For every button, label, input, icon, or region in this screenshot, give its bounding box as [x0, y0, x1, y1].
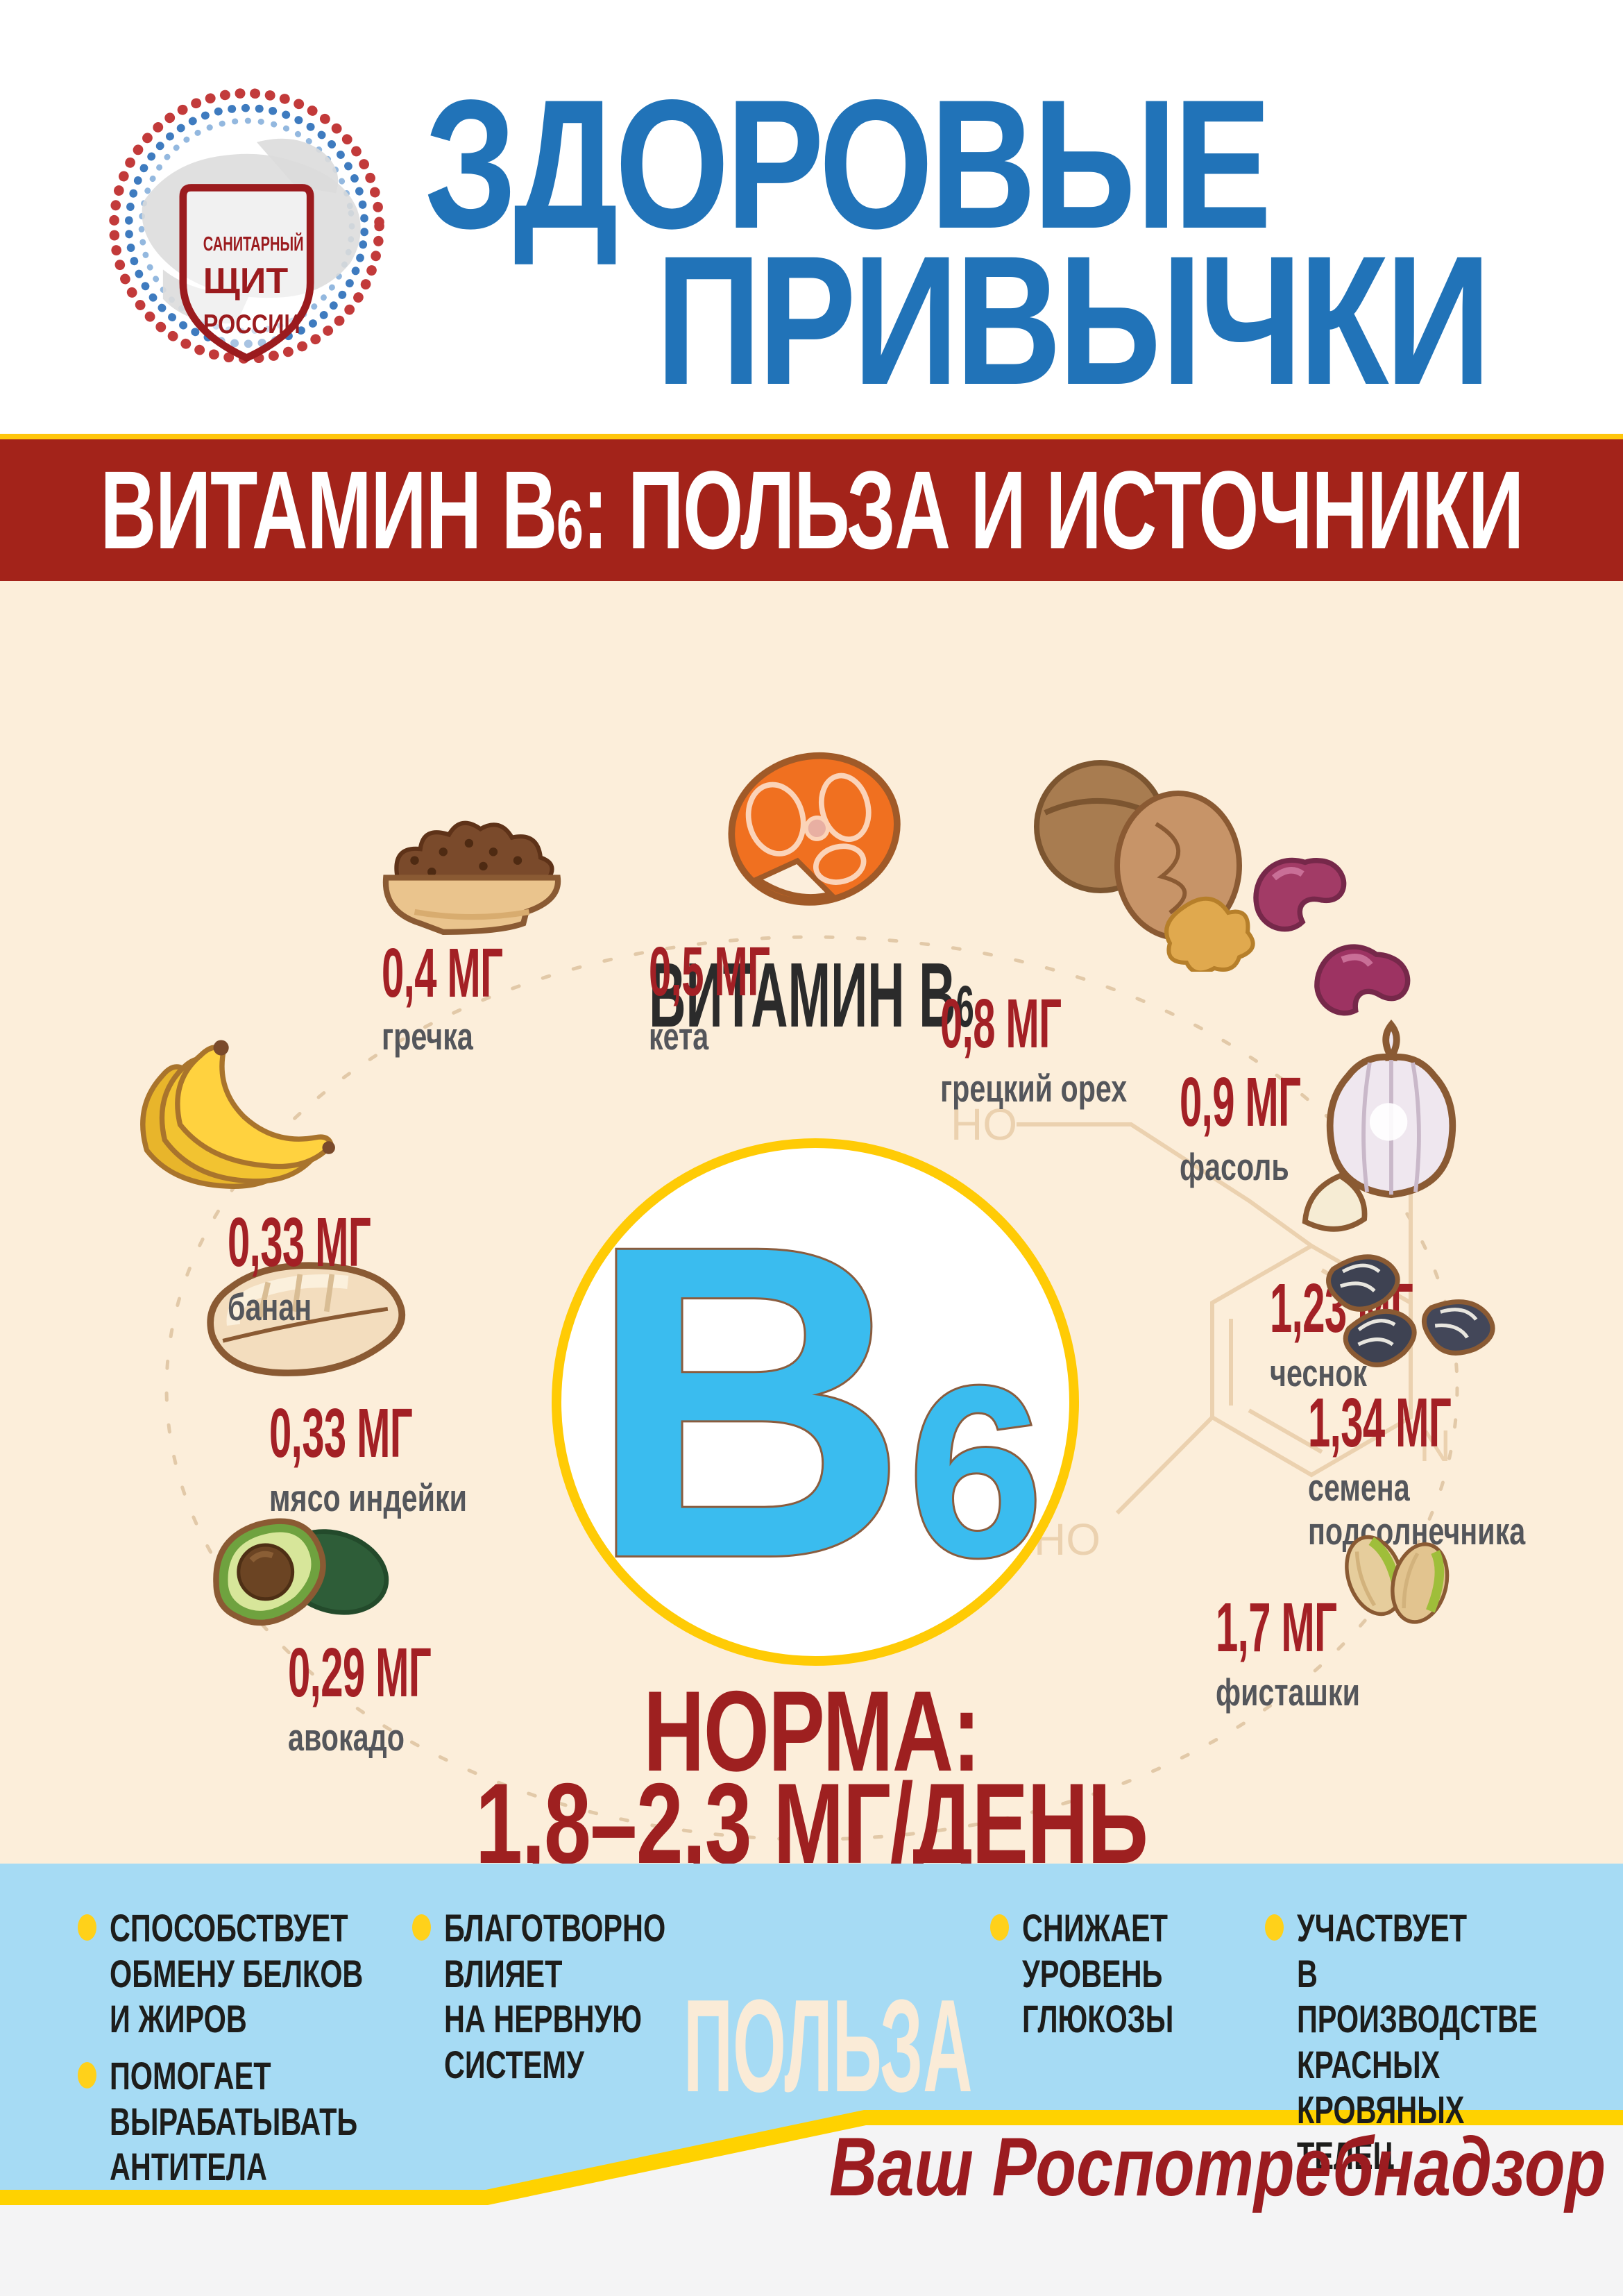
bullet-icon — [990, 1914, 1009, 1941]
benefit-item: БЛАГОТВОРНО ВЛИЯЕТ НА НЕРВНУЮ СИСТЕМУ — [444, 1906, 666, 2086]
walnut-icon — [1034, 760, 1255, 972]
source-label: чеснок — [1270, 1351, 1368, 1394]
source-label: фасоль — [1180, 1145, 1289, 1188]
logo-line2: ЩИТ — [203, 261, 289, 301]
banner: ВИТАМИН В6: ПОЛЬЗА И ИСТОЧНИКИ — [0, 439, 1623, 581]
header: САНИТАРНЫЙ ЩИТ РОССИИ ЗДОРОВЫЕ ПРИВЫЧКИ — [0, 0, 1623, 434]
bullet-icon — [412, 1914, 431, 1941]
source-label: авокадо — [288, 1716, 405, 1759]
rospotrebnadzor-signature: Ваш Роспотребнадзор — [829, 2120, 1606, 2213]
sunflower-seeds-icon — [1326, 1254, 1495, 1367]
buckwheat-icon — [382, 820, 561, 935]
source-value: 0,29 МГ — [288, 1634, 432, 1712]
norm-title: НОРМА: — [643, 1667, 980, 1795]
source-label: банан — [228, 1285, 312, 1328]
benefit-item: УЧАСТВУЕТ В ПРОИЗВОДСТВЕ КРАСНЫХ КРОВЯНЫ… — [1297, 1906, 1538, 2177]
source-value: 1,34 МГ — [1308, 1384, 1452, 1462]
bullet-icon — [78, 2062, 96, 2088]
benefit-item: ПОМОГАЕТ ВЫРАБАТЫВАТЬ АНТИТЕЛА — [110, 2054, 358, 2189]
benefit-item: СПОСОБСТВУЕТ ОБМЕНУ БЕЛКОВ И ЖИРОВ — [110, 1906, 364, 2041]
sanitary-shield-logo-icon: САНИТАРНЫЙ ЩИТ РОССИИ — [109, 88, 384, 364]
bullet-icon — [1265, 1914, 1284, 1941]
vitamin-b6-heading: ВИТАМИН В6 — [649, 944, 974, 1046]
source-value: 0,5 МГ — [649, 933, 770, 1011]
banana-icon — [140, 1040, 335, 1189]
page-title-line1: ЗДОРОВЫЕ — [425, 62, 1272, 267]
source-value: 0,9 МГ — [1180, 1063, 1301, 1141]
logo-line3: РОССИИ — [203, 310, 300, 339]
source-value: 0,4 МГ — [382, 934, 503, 1012]
shield-icon — [179, 184, 314, 362]
turkey-meat-icon — [207, 1262, 406, 1376]
page-title-line2: ПРИВЫЧКИ — [656, 218, 1491, 423]
avocado-icon — [213, 1518, 389, 1626]
source-label: кета — [649, 1015, 709, 1058]
source-value: 1,7 МГ — [1216, 1589, 1337, 1666]
salmon-icon — [728, 752, 901, 906]
source-label: мясо индейки — [269, 1476, 467, 1519]
logo-line1: САНИТАРНЫЙ — [203, 232, 304, 255]
b6-badge: B6 — [552, 1138, 1079, 1666]
source-label: фисташки — [1216, 1671, 1360, 1714]
source-label: грецкий орех — [940, 1067, 1128, 1110]
beans-icon — [1253, 857, 1411, 1016]
benefit-item: СНИЖАЕТ УРОВЕНЬ ГЛЮКОЗЫ — [1022, 1906, 1174, 2041]
source-label: гречка — [382, 1015, 473, 1058]
b6-letter: B6 — [586, 1154, 1046, 1650]
source-value: 0,33 МГ — [228, 1204, 371, 1281]
banner-title: ВИТАМИН В6: ПОЛЬЗА И ИСТОЧНИКИ — [100, 448, 1524, 572]
source-value: 0,33 МГ — [269, 1394, 413, 1472]
norm-value: 1,8–2,3 МГ/ДЕНЬ — [475, 1759, 1148, 1887]
banner-yellow-edge: ВИТАМИН В6: ПОЛЬЗА И ИСТОЧНИКИ — [0, 434, 1623, 581]
source-value: 0,8 МГ — [940, 985, 1062, 1063]
bullet-icon — [78, 1914, 96, 1941]
benefits-title: ПОЛЬЗА — [683, 1973, 973, 2120]
garlic-icon — [1302, 1019, 1456, 1232]
pistachios-icon — [1345, 1535, 1450, 1624]
